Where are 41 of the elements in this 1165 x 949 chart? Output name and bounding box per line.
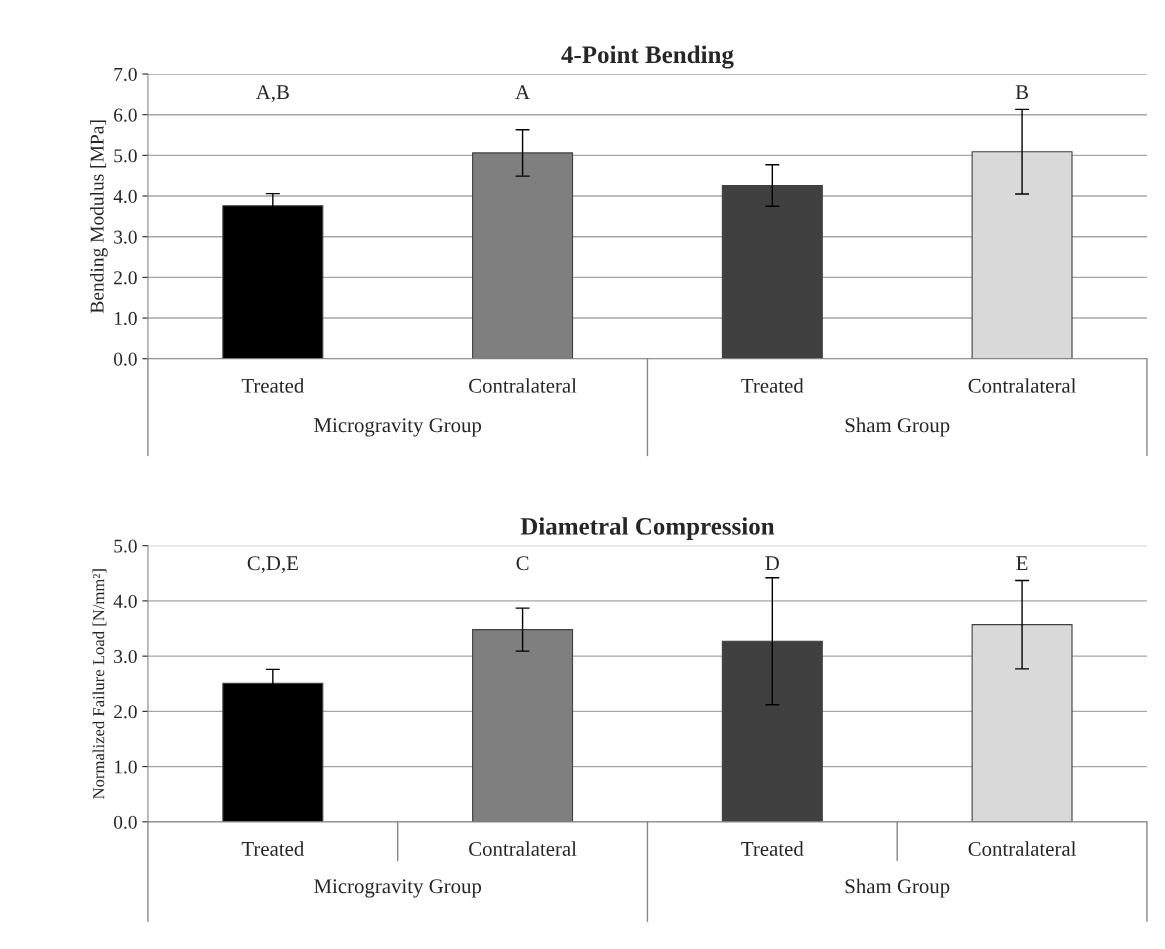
- bar: [721, 184, 823, 359]
- annotation: A: [515, 85, 530, 99]
- annotation: B: [1015, 85, 1028, 100]
- chart-title: Diametral Compression: [520, 517, 775, 540]
- y-tick-label: 0.0: [113, 815, 137, 829]
- y-tick-label: 0.0: [113, 352, 137, 366]
- x-tick-label: Contralateral: [968, 841, 1077, 856]
- y-axis-title: Normalized Failure Load [N/mm²]: [92, 569, 107, 799]
- annotation: C: [516, 556, 529, 571]
- y-axis-title: Bending Modulus [MPa]: [89, 120, 108, 314]
- y-tick-label: 3.0: [114, 230, 137, 244]
- text: Sham Group: [845, 417, 950, 437]
- text: Sham Group: [845, 878, 950, 898]
- x-tick-label: Treated: [241, 841, 305, 856]
- bar: [971, 624, 1073, 822]
- annotation: C,D,E: [247, 556, 298, 574]
- y-tick-label: 1.0: [114, 760, 137, 774]
- y-tick-label: 7.0: [114, 67, 137, 82]
- y-tick-label: 2.0: [114, 271, 137, 285]
- bar: [721, 640, 823, 822]
- x-tick-label: Contralateral: [469, 841, 577, 856]
- y-tick-label: 3.0: [114, 649, 137, 664]
- annotation: D: [765, 556, 780, 571]
- annotation: E: [1016, 556, 1028, 571]
- y-tick-label: 5.0: [114, 539, 137, 553]
- x-tick-label: Contralateral: [968, 378, 1077, 393]
- y-tick-label: 6.0: [114, 108, 137, 122]
- bar: [971, 151, 1073, 359]
- y-tick-label: 2.0: [114, 705, 137, 719]
- y-tick-label: 4.0: [113, 189, 137, 204]
- chart-title: 4-Point Bending: [561, 45, 734, 69]
- x-tick-label: Treated: [741, 378, 804, 393]
- x-tick-label: Treated: [241, 378, 305, 393]
- text: Microgravity Group: [314, 879, 482, 898]
- text: Microgravity Group: [314, 418, 482, 437]
- annotation: A,B: [255, 85, 289, 103]
- y-tick-label: 1.0: [114, 311, 137, 326]
- x-tick-label: Contralateral: [469, 378, 577, 393]
- y-tick-label: 5.0: [114, 149, 137, 163]
- x-tick-label: Treated: [741, 841, 804, 856]
- y-tick-label: 4.0: [113, 594, 137, 608]
